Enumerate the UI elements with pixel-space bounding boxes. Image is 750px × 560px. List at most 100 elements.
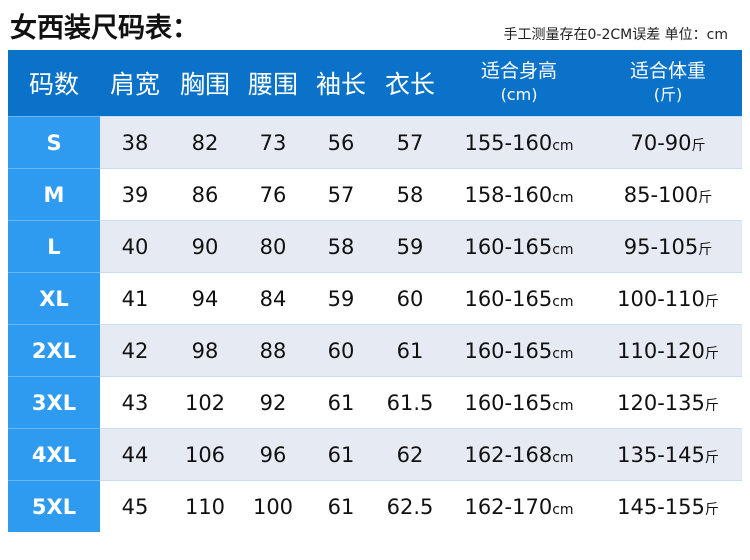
header-unit: (斤)	[653, 85, 683, 104]
cell-chest: 98	[170, 324, 240, 377]
cell-value: 61	[327, 442, 355, 467]
cell-length: 62.5	[376, 480, 444, 532]
unit-label: 斤	[704, 345, 719, 362]
cell-value: 58	[327, 234, 355, 259]
cell-value: 160-165	[464, 338, 553, 363]
cell-value: 120-135	[617, 390, 705, 415]
cell-weight: 145-155斤	[594, 480, 742, 532]
table-row: 2XL 42 98 88 60 61 160-165cm 110-120斤	[8, 324, 742, 377]
unit-label: 斤	[691, 137, 706, 154]
cell-sleeve: 61	[306, 428, 376, 481]
cell-length: 57	[376, 116, 444, 169]
cell-chest: 102	[170, 376, 240, 429]
column-header: 胸围	[170, 50, 240, 117]
cell-waist: 88	[240, 324, 306, 377]
cell-length: 61.5	[376, 376, 444, 429]
cell-value: 100	[252, 494, 294, 519]
cell-value: 160-165	[464, 234, 553, 259]
column-header: 适合体重 (斤)	[594, 50, 742, 117]
header-label: 衣长	[384, 70, 435, 99]
cell-waist: 73	[240, 116, 306, 169]
cell-waist: 96	[240, 428, 306, 481]
cell-height: 155-160cm	[444, 116, 594, 169]
cell-waist: 100	[240, 480, 306, 532]
cell-value: 62	[396, 442, 424, 467]
cell-value: 44	[121, 442, 149, 467]
measurement-note: 手工测量存在0-2CM误差 单位：cm	[503, 27, 728, 43]
table-row: M 39 86 76 57 58 158-160cm 85-100斤	[8, 168, 742, 221]
cell-value: 58	[396, 182, 424, 207]
cell-sleeve: 59	[306, 272, 376, 325]
unit-label: 斤	[704, 449, 719, 466]
cell-value: 135-145	[617, 442, 705, 467]
cell-size: 2XL	[8, 324, 100, 377]
cell-length: 58	[376, 168, 444, 221]
cell-waist: 76	[240, 168, 306, 221]
cell-waist: 84	[240, 272, 306, 325]
unit-label: cm	[552, 345, 574, 362]
cell-weight: 70-90斤	[594, 116, 742, 169]
cell-weight: 85-100斤	[594, 168, 742, 221]
cell-length: 59	[376, 220, 444, 273]
cell-value: S	[46, 130, 62, 155]
cell-shoulder: 42	[100, 324, 170, 377]
cell-height: 158-160cm	[444, 168, 594, 221]
cell-chest: 82	[170, 116, 240, 169]
cell-weight: 100-110斤	[594, 272, 742, 325]
cell-waist: 92	[240, 376, 306, 429]
cell-shoulder: 41	[100, 272, 170, 325]
cell-size: 5XL	[8, 480, 100, 532]
cell-value: 70-90	[630, 130, 692, 155]
cell-sleeve: 61	[306, 480, 376, 532]
cell-value: 4XL	[31, 442, 77, 467]
cell-size: XL	[8, 272, 100, 325]
cell-sleeve: 61	[306, 376, 376, 429]
cell-value: 5XL	[31, 494, 77, 519]
cell-value: 41	[121, 286, 149, 311]
unit-label: 斤	[704, 293, 719, 310]
cell-sleeve: 60	[306, 324, 376, 377]
cell-value: 94	[191, 286, 219, 311]
cell-value: 38	[121, 130, 149, 155]
cell-chest: 90	[170, 220, 240, 273]
cell-value: 57	[327, 182, 355, 207]
cell-value: 56	[327, 130, 355, 155]
cell-value: 2XL	[31, 338, 77, 363]
cell-height: 160-165cm	[444, 324, 594, 377]
cell-shoulder: 40	[100, 220, 170, 273]
cell-value: 90	[191, 234, 219, 259]
cell-value: 98	[191, 338, 219, 363]
cell-value: 80	[259, 234, 287, 259]
cell-sleeve: 56	[306, 116, 376, 169]
cell-shoulder: 43	[100, 376, 170, 429]
cell-weight: 95-105斤	[594, 220, 742, 273]
unit-label: 斤	[698, 189, 713, 206]
cell-size: L	[8, 220, 100, 273]
cell-value: 39	[121, 182, 149, 207]
column-header: 衣长	[376, 50, 444, 117]
cell-value: 59	[396, 234, 424, 259]
cell-chest: 94	[170, 272, 240, 325]
cell-chest: 86	[170, 168, 240, 221]
cell-value: 57	[396, 130, 424, 155]
cell-sleeve: 58	[306, 220, 376, 273]
cell-value: 95-105	[623, 234, 699, 259]
table-row: XL 41 94 84 59 60 160-165cm 100-110斤	[8, 272, 742, 325]
cell-waist: 80	[240, 220, 306, 273]
column-header: 袖长	[306, 50, 376, 117]
cell-value: 162-168	[464, 442, 553, 467]
cell-value: 59	[327, 286, 355, 311]
cell-value: 45	[121, 494, 149, 519]
unit-label: 斤	[698, 241, 713, 258]
cell-sleeve: 57	[306, 168, 376, 221]
cell-value: 61	[396, 338, 424, 363]
cell-height: 162-168cm	[444, 428, 594, 481]
header-label: 胸围	[179, 70, 230, 99]
cell-value: 62.5	[386, 494, 434, 519]
table-row: 5XL 45 110 100 61 62.5 162-170cm 145-155斤	[8, 480, 742, 532]
cell-value: 85-100	[623, 182, 699, 207]
cell-value: 42	[121, 338, 149, 363]
cell-chest: 110	[170, 480, 240, 532]
cell-value: 160-165	[464, 390, 553, 415]
cell-size: S	[8, 116, 100, 169]
